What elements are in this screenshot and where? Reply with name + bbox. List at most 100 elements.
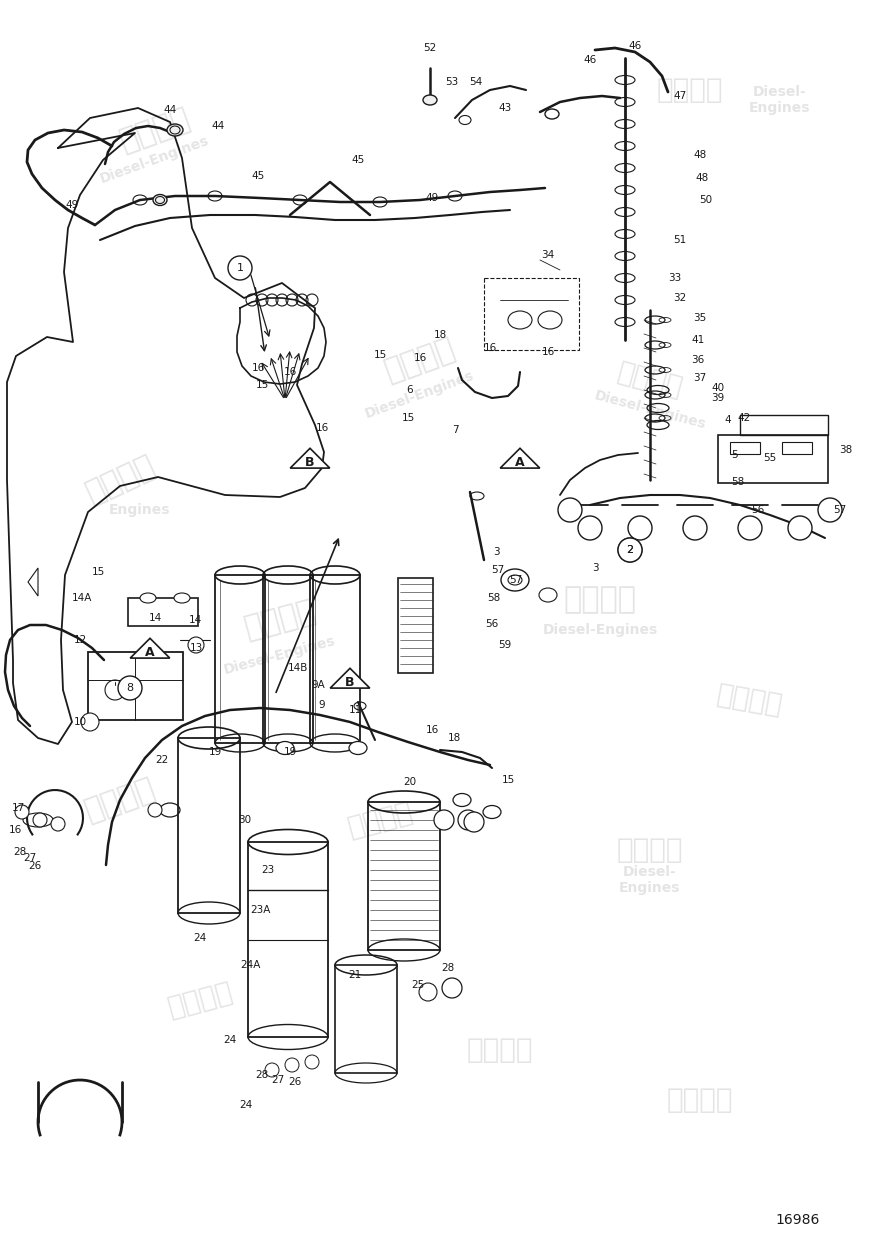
Text: 44: 44 — [164, 105, 176, 115]
Text: 58: 58 — [732, 478, 745, 488]
Text: 48: 48 — [695, 173, 708, 182]
Text: 18: 18 — [448, 732, 461, 742]
Text: Diesel-Engines: Diesel-Engines — [222, 634, 337, 676]
Text: 15: 15 — [401, 412, 415, 422]
Text: 16: 16 — [425, 725, 439, 735]
Text: 14: 14 — [149, 612, 162, 622]
Text: 38: 38 — [839, 445, 853, 455]
Text: 34: 34 — [541, 250, 554, 260]
Text: 16986: 16986 — [775, 1212, 820, 1228]
Text: 5: 5 — [731, 450, 737, 460]
Text: 58: 58 — [488, 592, 500, 602]
Circle shape — [628, 516, 652, 540]
Circle shape — [188, 638, 204, 652]
Text: 27: 27 — [271, 1075, 285, 1085]
Text: 8: 8 — [126, 682, 134, 692]
Text: 24A: 24A — [239, 960, 260, 970]
Text: Diesel-Engines: Diesel-Engines — [542, 622, 658, 638]
Polygon shape — [330, 669, 370, 688]
Text: 53: 53 — [445, 78, 458, 88]
Circle shape — [265, 1062, 279, 1078]
Text: 15: 15 — [255, 380, 269, 390]
Circle shape — [228, 256, 252, 280]
Circle shape — [818, 498, 842, 522]
Text: 57: 57 — [491, 565, 505, 575]
Text: 14: 14 — [189, 615, 202, 625]
Text: 紫发动力: 紫发动力 — [563, 585, 636, 615]
Text: 30: 30 — [239, 815, 252, 825]
Bar — [484, 278, 579, 350]
Text: 紫发动力: 紫发动力 — [667, 1086, 733, 1114]
Text: 2: 2 — [627, 545, 634, 555]
Circle shape — [81, 712, 99, 731]
Text: 6: 6 — [407, 385, 413, 395]
Circle shape — [458, 810, 478, 830]
Text: 紫发动力: 紫发动力 — [241, 596, 319, 644]
Ellipse shape — [167, 124, 183, 136]
Text: 26: 26 — [28, 861, 42, 871]
Text: 紫发动力: 紫发动力 — [344, 798, 416, 842]
Circle shape — [558, 498, 582, 522]
Bar — [310, 575, 360, 742]
Bar — [128, 598, 198, 626]
Circle shape — [285, 1058, 299, 1072]
Text: 28: 28 — [255, 1070, 269, 1080]
Text: 23A: 23A — [250, 905, 271, 915]
Text: 15: 15 — [501, 775, 514, 785]
Text: 紫发动力: 紫发动力 — [81, 451, 159, 509]
Polygon shape — [130, 639, 170, 658]
Text: 55: 55 — [764, 452, 777, 462]
Bar — [335, 965, 397, 1072]
Text: 33: 33 — [668, 272, 682, 282]
Bar — [730, 442, 760, 454]
Text: 16: 16 — [8, 825, 21, 835]
Text: 39: 39 — [711, 392, 724, 402]
Circle shape — [419, 982, 437, 1001]
Text: 46: 46 — [628, 41, 642, 51]
Polygon shape — [28, 568, 38, 596]
Text: 20: 20 — [403, 778, 417, 788]
Text: 45: 45 — [251, 171, 264, 181]
Text: 42: 42 — [738, 412, 750, 422]
Text: 紫发动力: 紫发动力 — [116, 104, 194, 156]
Text: 47: 47 — [674, 91, 686, 101]
Ellipse shape — [153, 195, 167, 205]
Circle shape — [464, 812, 484, 832]
Bar — [248, 842, 328, 1038]
Text: Diesel-Engines: Diesel-Engines — [593, 389, 708, 431]
Ellipse shape — [453, 794, 471, 806]
Circle shape — [305, 1055, 319, 1069]
Text: 57: 57 — [833, 505, 846, 515]
Text: 57: 57 — [509, 575, 522, 585]
Circle shape — [738, 516, 762, 540]
Text: 24: 24 — [193, 932, 206, 942]
Bar — [215, 575, 265, 742]
Text: Diesel-
Engines: Diesel- Engines — [749, 85, 811, 115]
Text: 19: 19 — [283, 748, 296, 758]
Text: 15: 15 — [92, 568, 105, 578]
Ellipse shape — [349, 741, 367, 755]
Text: 3: 3 — [592, 562, 598, 572]
Text: 16: 16 — [283, 368, 296, 378]
Text: 紫发动力: 紫发动力 — [466, 1036, 533, 1064]
Circle shape — [442, 978, 462, 998]
Circle shape — [148, 802, 162, 818]
Circle shape — [578, 516, 602, 540]
Text: 13: 13 — [190, 642, 203, 652]
Ellipse shape — [174, 592, 190, 602]
Text: 紫发动力: 紫发动力 — [381, 334, 459, 386]
Text: 16: 16 — [541, 348, 554, 358]
Text: Diesel-Engines: Diesel-Engines — [363, 369, 476, 421]
Text: 37: 37 — [693, 372, 707, 382]
Text: 16: 16 — [315, 422, 328, 432]
Text: 22: 22 — [156, 755, 168, 765]
Circle shape — [788, 516, 812, 540]
Circle shape — [618, 538, 642, 562]
Circle shape — [434, 810, 454, 830]
Text: 紫发动力: 紫发动力 — [165, 978, 236, 1022]
Ellipse shape — [423, 95, 437, 105]
Bar — [718, 435, 828, 482]
Text: 50: 50 — [700, 195, 713, 205]
Text: 1: 1 — [237, 262, 244, 272]
Text: 54: 54 — [469, 78, 482, 88]
